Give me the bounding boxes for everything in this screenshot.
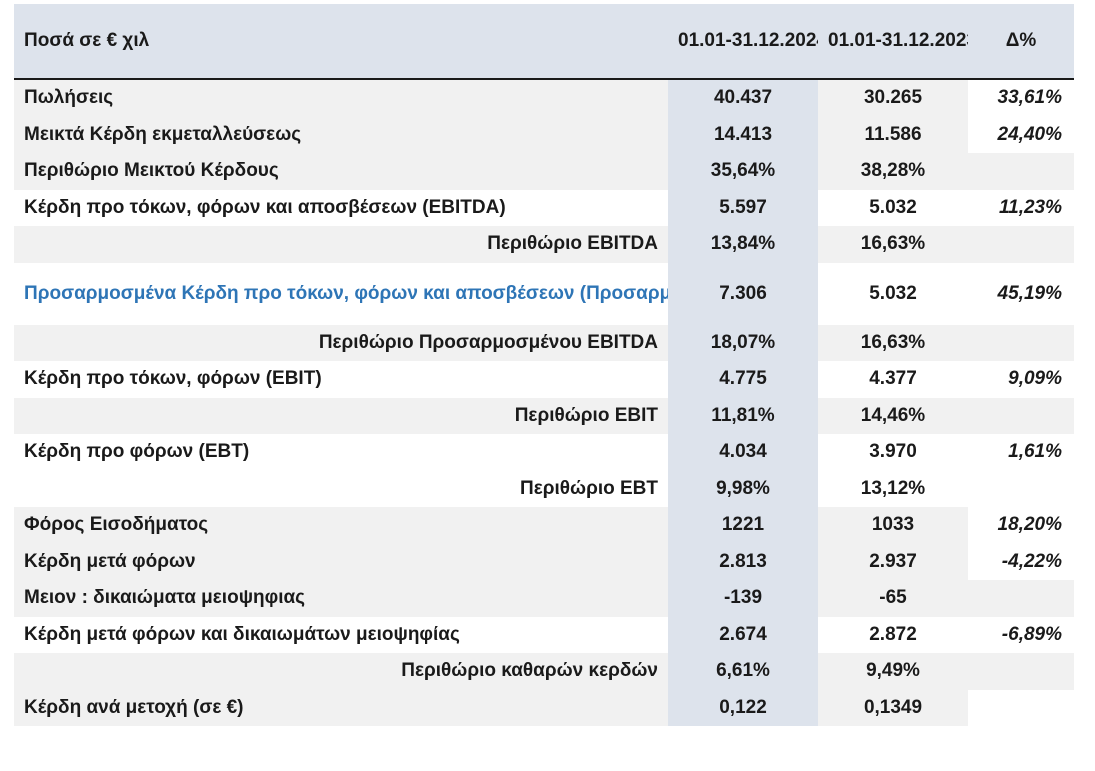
table-header-row: Ποσά σε € χιλ 01.01-31.12.2024 01.01-31.… [14,4,1074,80]
table-row: Περιθώριο EBITDA 13,84% 16,63% [14,226,1074,263]
row-value-2023: 16,63% [818,226,968,263]
row-delta [968,689,1074,726]
row-label: Περιθώριο EBITDA [14,226,668,263]
table-row: Κέρδη προ φόρων (EBT) 4.034 3.970 1,61% [14,434,1074,471]
row-label: Πωλήσεις [14,79,668,117]
row-value-2024: 18,07% [668,324,818,361]
table-row: Περιθώριο καθαρών κερδών 6,61% 9,49% [14,653,1074,690]
table-row: Φόρος Εισοδήματος 1221 1033 18,20% [14,507,1074,544]
row-value-2023: 30.265 [818,79,968,117]
row-value-2024: 35,64% [668,153,818,190]
row-value-2024: 4.034 [668,434,818,471]
header-period-2023: 01.01-31.12.2023 [818,4,968,80]
table-row: Μεικτά Κέρδη εκμεταλλεύσεως 14.413 11.58… [14,116,1074,153]
table-row: Πωλήσεις 40.437 30.265 33,61% [14,79,1074,117]
row-value-2024: 2.813 [668,543,818,580]
row-value-2024: 13,84% [668,226,818,263]
table-row: Κέρδη μετά φόρων 2.813 2.937 -4,22% [14,543,1074,580]
row-value-2024: 9,98% [668,470,818,507]
table-row: Περιθώριο EBIT 11,81% 14,46% [14,397,1074,434]
row-value-2023: -65 [818,580,968,617]
row-label: Κέρδη προ τόκων, φόρων και αποσβέσεων (E… [14,189,668,226]
row-delta: 9,09% [968,361,1074,398]
row-value-2024: 5.597 [668,189,818,226]
row-label: Περιθώριο Προσαρμοσμένου EBITDA [14,324,668,361]
header-period-2024: 01.01-31.12.2024 [668,4,818,80]
row-value-2023: 1033 [818,507,968,544]
row-delta [968,324,1074,361]
table-row: Κέρδη ανά μετοχή (σε €) 0,122 0,1349 [14,689,1074,726]
row-value-2023: 14,46% [818,397,968,434]
row-delta: -4,22% [968,543,1074,580]
row-value-2023: 4.377 [818,361,968,398]
table-row: Προσαρμοσμένα Κέρδη προ τόκων, φόρων και… [14,262,1074,325]
row-label: Μεικτά Κέρδη εκμεταλλεύσεως [14,116,668,153]
row-value-2023: 3.970 [818,434,968,471]
row-label: Περιθώριο EBIT [14,397,668,434]
row-label: Κέρδη μετά φόρων [14,543,668,580]
row-label: Μειον : δικαιώματα μειοψηφιας [14,580,668,617]
row-value-2024: 4.775 [668,361,818,398]
row-value-2024: 1221 [668,507,818,544]
row-value-2024: 11,81% [668,397,818,434]
header-amounts-label: Ποσά σε € χιλ [14,4,668,80]
row-delta: 33,61% [968,79,1074,117]
row-delta [968,226,1074,263]
row-value-2023: 16,63% [818,324,968,361]
row-label: Περιθώριο καθαρών κερδών [14,653,668,690]
table-row: Περιθώριο EBT 9,98% 13,12% [14,470,1074,507]
row-value-2023: 5.032 [818,189,968,226]
row-delta: 11,23% [968,189,1074,226]
row-delta: 45,19% [968,262,1074,325]
row-value-2023: 13,12% [818,470,968,507]
row-delta: -6,89% [968,616,1074,653]
row-label: Κέρδη προ φόρων (EBT) [14,434,668,471]
row-value-2024: 14.413 [668,116,818,153]
row-value-2023: 2.872 [818,616,968,653]
row-label: Περιθώριο EBT [14,470,668,507]
row-value-2024: 0,122 [668,689,818,726]
row-value-2023: 5.032 [818,262,968,325]
table-row: Περιθώριο Προσαρμοσμένου EBITDA 18,07% 1… [14,324,1074,361]
row-delta: 18,20% [968,507,1074,544]
row-label: Προσαρμοσμένα Κέρδη προ τόκων, φόρων και… [14,262,668,325]
table-row: Κέρδη μετά φόρων και δικαιωμάτων μειοψηφ… [14,616,1074,653]
row-value-2023: 0,1349 [818,689,968,726]
row-delta [968,153,1074,190]
financial-results-table: Ποσά σε € χιλ 01.01-31.12.2024 01.01-31.… [14,4,1074,726]
row-value-2024: 7.306 [668,262,818,325]
row-label: Κέρδη μετά φόρων και δικαιωμάτων μειοψηφ… [14,616,668,653]
row-delta [968,470,1074,507]
row-delta [968,653,1074,690]
row-label: Περιθώριο Μεικτού Κέρδους [14,153,668,190]
row-delta: 24,40% [968,116,1074,153]
row-value-2024: 2.674 [668,616,818,653]
header-delta-percent: Δ% [968,4,1074,80]
row-label: Φόρος Εισοδήματος [14,507,668,544]
table-row: Μειον : δικαιώματα μειοψηφιας -139 -65 [14,580,1074,617]
row-value-2023: 2.937 [818,543,968,580]
row-value-2023: 9,49% [818,653,968,690]
row-label: Κέρδη προ τόκων, φόρων (EBIT) [14,361,668,398]
row-label: Κέρδη ανά μετοχή (σε €) [14,689,668,726]
row-value-2023: 38,28% [818,153,968,190]
row-value-2024: 6,61% [668,653,818,690]
row-value-2024: -139 [668,580,818,617]
row-delta [968,580,1074,617]
table-row: Κέρδη προ τόκων, φόρων και αποσβέσεων (E… [14,189,1074,226]
table-row: Περιθώριο Μεικτού Κέρδους 35,64% 38,28% [14,153,1074,190]
row-value-2023: 11.586 [818,116,968,153]
table-row: Κέρδη προ τόκων, φόρων (EBIT) 4.775 4.37… [14,361,1074,398]
row-delta: 1,61% [968,434,1074,471]
row-value-2024: 40.437 [668,79,818,117]
row-delta [968,397,1074,434]
